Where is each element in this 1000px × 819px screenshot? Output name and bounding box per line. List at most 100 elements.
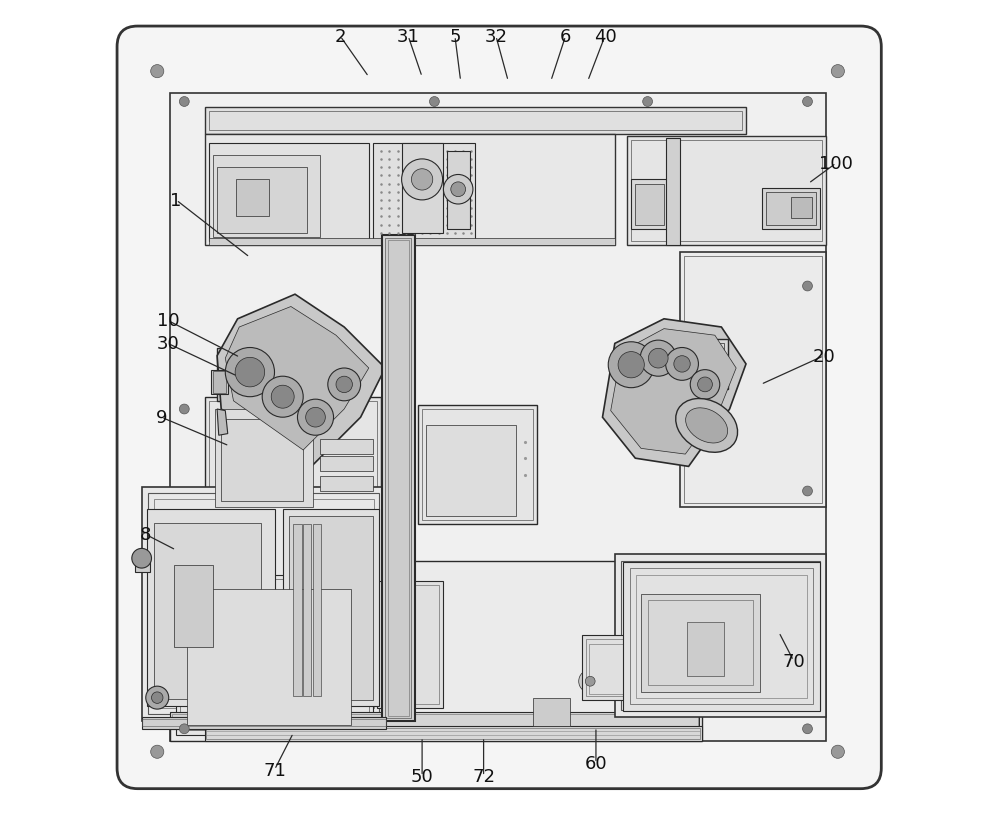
Circle shape	[336, 377, 352, 393]
Text: 50: 50	[411, 767, 433, 785]
Text: 70: 70	[782, 652, 805, 670]
Bar	[447, 152, 470, 229]
Bar	[313, 524, 321, 696]
Bar	[205, 726, 702, 741]
Bar	[666, 139, 680, 246]
Circle shape	[151, 66, 164, 79]
Bar	[636, 575, 807, 698]
Bar	[170, 561, 702, 741]
Bar	[762, 188, 820, 229]
Text: 8: 8	[140, 526, 151, 544]
Bar	[630, 568, 813, 704]
Circle shape	[146, 686, 169, 709]
Bar	[217, 168, 307, 233]
Bar	[148, 494, 379, 714]
Bar	[283, 509, 379, 706]
Bar	[211, 370, 228, 395]
Circle shape	[443, 175, 473, 205]
FancyBboxPatch shape	[117, 27, 881, 789]
Bar	[147, 509, 275, 706]
Bar	[683, 344, 724, 385]
Bar	[172, 714, 698, 727]
Polygon shape	[602, 319, 746, 467]
Bar	[621, 561, 820, 710]
Bar	[170, 713, 699, 729]
Circle shape	[803, 97, 812, 107]
Bar	[641, 594, 760, 692]
Bar	[180, 579, 369, 731]
Bar	[402, 143, 443, 233]
Circle shape	[411, 170, 433, 191]
Bar	[213, 156, 320, 238]
Bar	[170, 94, 826, 741]
Text: 32: 32	[484, 28, 507, 46]
Bar	[320, 456, 373, 471]
Circle shape	[152, 692, 163, 704]
Bar	[209, 239, 615, 246]
Bar	[385, 238, 411, 718]
Text: 31: 31	[397, 28, 420, 46]
Bar	[627, 137, 826, 246]
Circle shape	[262, 377, 303, 418]
Bar	[377, 581, 443, 708]
Text: 72: 72	[472, 767, 495, 785]
Circle shape	[235, 358, 265, 387]
Bar	[684, 256, 822, 504]
Circle shape	[132, 549, 152, 568]
Bar	[382, 236, 415, 721]
Bar	[615, 554, 826, 717]
Text: 71: 71	[263, 761, 286, 779]
Bar	[209, 401, 377, 512]
Bar	[422, 410, 533, 520]
Bar	[154, 500, 374, 708]
Bar	[154, 523, 261, 699]
Bar	[582, 635, 630, 700]
Circle shape	[640, 341, 676, 377]
Circle shape	[179, 97, 189, 107]
Circle shape	[306, 408, 325, 428]
Bar	[142, 719, 386, 726]
Bar	[176, 575, 373, 735]
Circle shape	[585, 676, 595, 686]
Text: 100: 100	[819, 155, 853, 173]
Circle shape	[803, 486, 812, 496]
Bar	[174, 565, 213, 647]
Circle shape	[831, 66, 844, 79]
Polygon shape	[611, 329, 736, 455]
Bar	[221, 352, 262, 397]
Circle shape	[608, 342, 654, 388]
Bar	[135, 554, 150, 572]
Circle shape	[648, 349, 668, 369]
Bar	[373, 143, 475, 242]
Text: 30: 30	[157, 335, 179, 353]
Bar	[217, 348, 266, 401]
Text: 2: 2	[334, 28, 346, 46]
Bar	[221, 419, 303, 501]
Bar	[635, 184, 664, 225]
Circle shape	[803, 724, 812, 734]
Bar	[680, 252, 826, 508]
Circle shape	[690, 370, 720, 400]
Bar	[533, 698, 570, 726]
Bar	[236, 180, 269, 217]
Circle shape	[803, 282, 812, 292]
Bar	[293, 524, 302, 696]
Bar	[418, 405, 537, 524]
Bar	[791, 198, 812, 219]
Bar	[766, 192, 816, 225]
Bar	[623, 562, 820, 711]
Bar	[388, 241, 409, 716]
Bar	[631, 141, 822, 242]
Ellipse shape	[686, 409, 728, 443]
Bar	[289, 516, 373, 700]
Text: 5: 5	[449, 28, 461, 46]
Circle shape	[698, 378, 712, 392]
Circle shape	[579, 670, 602, 693]
Circle shape	[271, 386, 294, 409]
Bar	[205, 135, 615, 246]
Text: 60: 60	[585, 754, 607, 772]
Text: 1: 1	[170, 192, 182, 210]
Circle shape	[225, 348, 274, 397]
Polygon shape	[217, 410, 228, 436]
Bar	[679, 340, 728, 389]
